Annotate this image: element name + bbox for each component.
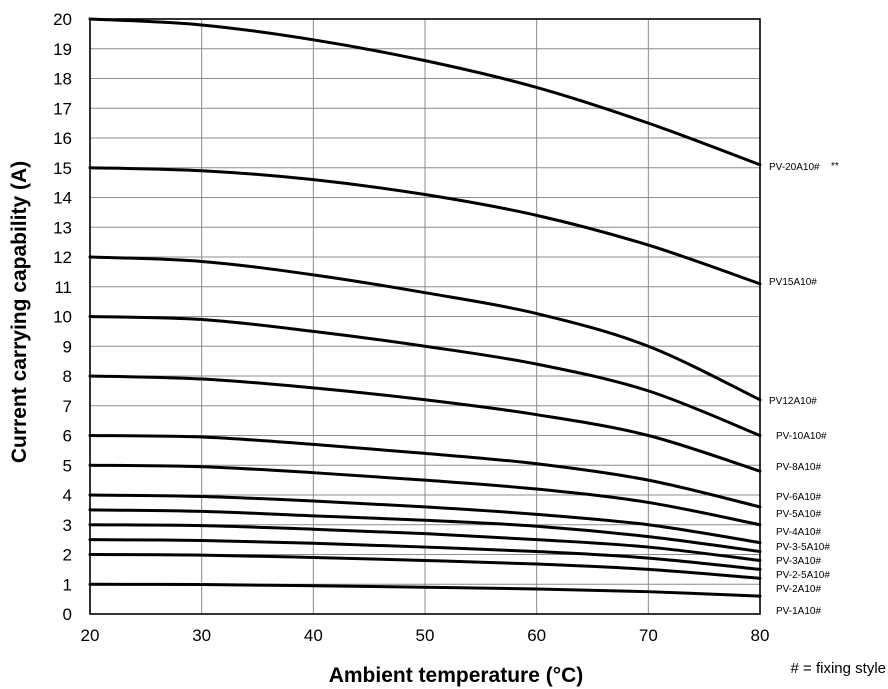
series-line bbox=[88, 582, 762, 598]
y-tick-label: 17 bbox=[53, 99, 72, 118]
series-label: PV12A10# bbox=[769, 396, 817, 407]
y-tick-label: 9 bbox=[63, 337, 72, 356]
x-tick-label: 50 bbox=[416, 626, 435, 645]
y-tick-label: 5 bbox=[63, 456, 72, 475]
series-line bbox=[88, 538, 762, 571]
x-tick-label: 70 bbox=[639, 626, 658, 645]
y-tick-label: 12 bbox=[53, 248, 72, 267]
series-line bbox=[88, 315, 762, 437]
y-tick-label: 11 bbox=[54, 278, 72, 297]
y-tick-label: 8 bbox=[63, 367, 72, 386]
y-tick-label: 7 bbox=[63, 397, 72, 416]
series-line bbox=[88, 493, 762, 545]
series-line bbox=[88, 523, 762, 562]
series-line bbox=[88, 434, 762, 509]
fixing-style-note: # = fixing style bbox=[791, 660, 886, 677]
y-tick-label: 6 bbox=[63, 427, 72, 446]
y-tick-label: 18 bbox=[53, 70, 72, 89]
series-line bbox=[88, 508, 762, 554]
series-line bbox=[88, 17, 762, 167]
y-tick-label: 14 bbox=[53, 189, 72, 208]
series-label: PV-6A10# bbox=[776, 492, 821, 503]
series-label: PV-20A10# bbox=[769, 162, 820, 173]
series-label: PV-1A10# bbox=[776, 606, 821, 617]
series-label: PV-3A10# bbox=[776, 556, 821, 567]
y-tick-label: 3 bbox=[63, 516, 72, 535]
y-tick-label: 1 bbox=[63, 575, 72, 594]
series-labels: PV-20A10# PV15A10# PV12A10# PV-10A10# PV-8A1… bbox=[769, 162, 830, 617]
x-tick-label: 40 bbox=[304, 626, 323, 645]
plot-frame bbox=[89, 18, 761, 615]
series-line bbox=[88, 374, 762, 473]
y-tick-label: 20 bbox=[53, 10, 72, 29]
x-axis-title: Ambient temperature (°C) bbox=[329, 664, 584, 687]
y-tick-label: 15 bbox=[53, 159, 72, 178]
series-label: PV-8A10# bbox=[776, 462, 821, 473]
series-label: PV-3-5A10# bbox=[776, 542, 830, 553]
x-tick-label: 30 bbox=[192, 626, 211, 645]
series-label: PV-4A10# bbox=[776, 527, 821, 538]
double-asterisk-annotation: ** bbox=[831, 161, 839, 172]
series-label: PV-2A10# bbox=[776, 584, 821, 595]
y-tick-label: 16 bbox=[53, 129, 72, 148]
y-tick-label: 19 bbox=[53, 40, 72, 59]
x-tick-label: 20 bbox=[81, 626, 100, 645]
series-label: PV-5A10# bbox=[776, 509, 821, 520]
y-tick-label: 13 bbox=[53, 218, 72, 237]
y-tick-label: 0 bbox=[63, 605, 72, 624]
series-line bbox=[88, 463, 762, 527]
series-line bbox=[88, 553, 762, 580]
x-tick-label: 60 bbox=[527, 626, 546, 645]
y-tick-label: 4 bbox=[63, 486, 72, 505]
y-tick-label: 10 bbox=[53, 308, 72, 327]
curves bbox=[88, 17, 762, 598]
series-label: PV-10A10# bbox=[776, 431, 827, 442]
series-line bbox=[88, 166, 762, 286]
series-label: PV15A10# bbox=[769, 277, 817, 288]
y-axis-title: Current carrying capability (A) bbox=[8, 161, 31, 463]
series-line bbox=[88, 255, 762, 402]
x-tick-label: 80 bbox=[751, 626, 770, 645]
x-tick-labels: 20 30 40 50 60 70 80 bbox=[81, 626, 770, 645]
series-label: PV-2-5A10# bbox=[776, 570, 830, 581]
y-tick-label: 2 bbox=[63, 546, 72, 565]
